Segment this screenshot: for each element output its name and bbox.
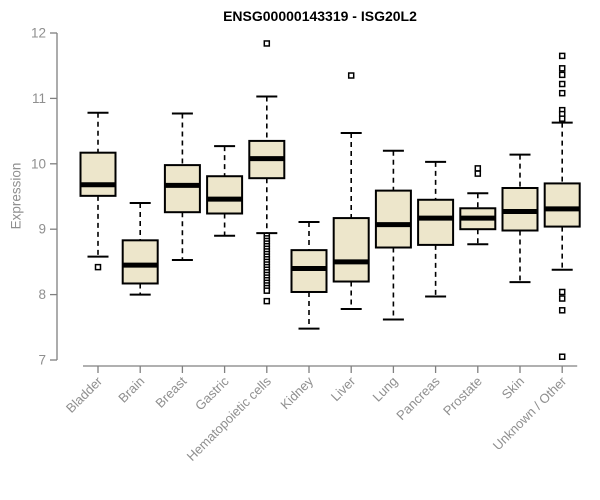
x-tick-label-liver: Liver xyxy=(328,373,359,404)
x-tick-label-gastric: Gastric xyxy=(192,373,232,413)
x-tick-label-breast: Breast xyxy=(152,373,189,410)
y-tick-label: 7 xyxy=(38,353,46,368)
outlier-unknown-other xyxy=(558,288,566,296)
outlier-bladder xyxy=(94,263,102,271)
x-tick-label-unknown-other: Unknown / Other xyxy=(490,373,570,453)
box-kidney xyxy=(290,249,328,293)
outlier-unknown-other xyxy=(558,52,566,60)
box-pancreas xyxy=(417,198,455,246)
y-tick-label: 8 xyxy=(38,287,46,302)
y-tick-label: 12 xyxy=(31,26,46,41)
y-tick-label: 10 xyxy=(31,156,46,171)
outlier-hematopoietic-cells xyxy=(263,40,271,47)
x-tick-label-kidney: Kidney xyxy=(277,373,316,412)
x-tick-label-lung: Lung xyxy=(369,374,400,405)
outlier-unknown-other xyxy=(558,353,566,360)
outlier-unknown-other xyxy=(558,71,566,79)
outlier-unknown-other xyxy=(558,115,566,122)
x-tick-label-bladder: Bladder xyxy=(63,373,106,416)
outlier-liver xyxy=(347,72,355,79)
outlier-prostate xyxy=(474,165,482,172)
chart-title: ENSG00000143319 - ISG20L2 xyxy=(223,8,417,24)
x-tick-label-pancreas: Pancreas xyxy=(393,373,443,423)
y-tick-label: 11 xyxy=(32,91,46,106)
box-breast xyxy=(163,164,201,214)
box-liver xyxy=(332,217,370,283)
box-lung xyxy=(374,189,412,249)
outlier-unknown-other xyxy=(558,89,566,97)
x-tick-label-brain: Brain xyxy=(115,374,147,406)
x-tick-label-prostate: Prostate xyxy=(440,374,485,419)
box-bladder xyxy=(79,151,117,197)
outlier-hematopoietic-cells xyxy=(263,297,271,305)
box-brain xyxy=(121,239,159,285)
outlier-hematopoietic-cells xyxy=(263,287,271,294)
x-tick-label-skin: Skin xyxy=(499,374,527,402)
outlier-unknown-other xyxy=(558,65,566,72)
outlier-prostate xyxy=(474,170,482,177)
box-unknown-other xyxy=(543,182,581,228)
box-gastric xyxy=(206,175,244,215)
outlier-unknown-other xyxy=(558,295,566,302)
y-tick-label: 9 xyxy=(38,222,46,237)
outlier-unknown-other xyxy=(558,80,566,88)
outlier-unknown-other xyxy=(558,307,566,314)
